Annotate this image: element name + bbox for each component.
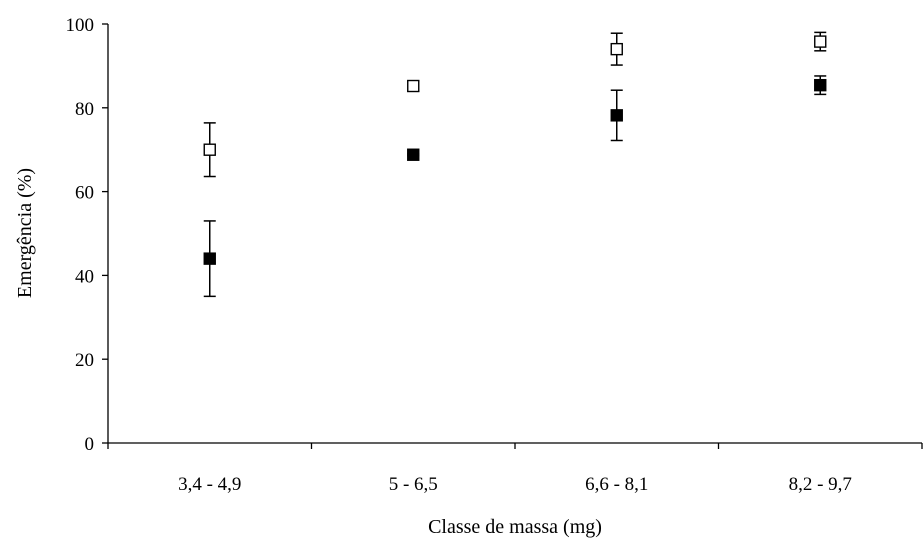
- series-layer: [203, 31, 827, 298]
- y-tick-label: 80: [75, 99, 94, 120]
- x-tick-label: 3,4 - 4,9: [178, 474, 241, 495]
- x-axis-title: Classe de massa (mg): [428, 516, 602, 538]
- y-tick-label: 40: [75, 266, 94, 287]
- x-tick-label: 5 - 6,5: [389, 474, 438, 495]
- y-tick-label: 100: [66, 15, 95, 36]
- open-square-marker: [203, 143, 216, 156]
- filled-square-marker: [407, 148, 420, 161]
- filled-square-marker: [814, 78, 827, 92]
- y-tick-label: 0: [85, 434, 95, 455]
- series-1: [203, 31, 827, 178]
- open-square-marker: [610, 42, 623, 56]
- filled-square-marker: [203, 252, 216, 265]
- x-tick-label: 8,2 - 9,7: [789, 474, 852, 495]
- y-ticks: 0 20 40 60 80 100: [66, 15, 108, 455]
- open-square-marker: [814, 35, 827, 48]
- y-tick-label: 20: [75, 350, 94, 371]
- y-tick-label: 60: [75, 183, 94, 204]
- open-square-marker: [407, 79, 420, 93]
- filled-square-marker: [610, 109, 623, 122]
- y-axis-title: Emergência (%): [14, 168, 36, 298]
- x-ticks: 3,4 - 4,9 5 - 6,5 6,6 - 8,1 8,2 - 9,7: [107, 443, 923, 495]
- series-2: [203, 75, 827, 298]
- x-tick-label: 6,6 - 8,1: [585, 474, 648, 495]
